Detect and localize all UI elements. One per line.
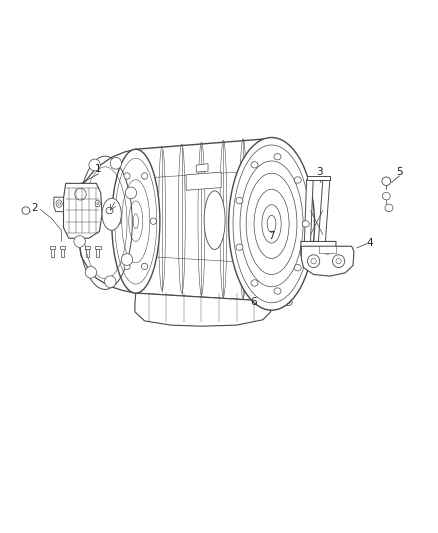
Polygon shape [135, 293, 271, 326]
FancyBboxPatch shape [49, 246, 55, 249]
Ellipse shape [89, 159, 100, 171]
FancyBboxPatch shape [86, 249, 89, 257]
Polygon shape [196, 164, 208, 172]
Ellipse shape [236, 244, 243, 251]
Ellipse shape [141, 263, 148, 270]
Ellipse shape [274, 154, 281, 160]
Ellipse shape [286, 301, 290, 304]
Ellipse shape [106, 207, 113, 214]
Text: 5: 5 [396, 167, 403, 176]
Polygon shape [186, 172, 221, 190]
Ellipse shape [85, 266, 96, 278]
Ellipse shape [105, 276, 116, 287]
Ellipse shape [102, 221, 104, 223]
Ellipse shape [124, 263, 130, 270]
Ellipse shape [251, 161, 258, 168]
Ellipse shape [75, 188, 86, 200]
FancyBboxPatch shape [60, 246, 65, 249]
Ellipse shape [74, 236, 85, 247]
Polygon shape [77, 149, 136, 293]
Polygon shape [304, 180, 313, 241]
Ellipse shape [115, 218, 121, 224]
Ellipse shape [204, 191, 225, 249]
Ellipse shape [324, 247, 331, 254]
Ellipse shape [100, 220, 106, 224]
Polygon shape [319, 246, 336, 253]
Polygon shape [64, 183, 102, 238]
Ellipse shape [56, 200, 62, 207]
FancyBboxPatch shape [96, 249, 99, 257]
Ellipse shape [294, 264, 301, 271]
Ellipse shape [332, 255, 345, 268]
Ellipse shape [274, 288, 281, 294]
Ellipse shape [273, 299, 281, 305]
Ellipse shape [110, 157, 122, 169]
FancyBboxPatch shape [85, 246, 90, 249]
Polygon shape [307, 176, 330, 180]
Ellipse shape [121, 254, 133, 265]
Text: 7: 7 [268, 231, 275, 240]
Polygon shape [301, 246, 354, 276]
Polygon shape [301, 241, 336, 256]
Ellipse shape [302, 221, 309, 227]
Text: 3: 3 [316, 167, 323, 176]
Ellipse shape [382, 192, 390, 200]
Polygon shape [318, 180, 330, 241]
Ellipse shape [150, 218, 156, 224]
Text: 4: 4 [367, 238, 374, 247]
Ellipse shape [112, 149, 160, 293]
Ellipse shape [275, 301, 279, 304]
Text: 1: 1 [95, 165, 102, 174]
Ellipse shape [141, 173, 148, 179]
FancyBboxPatch shape [51, 249, 54, 257]
Ellipse shape [22, 207, 30, 214]
Ellipse shape [102, 198, 121, 230]
FancyBboxPatch shape [61, 249, 64, 257]
Ellipse shape [382, 177, 391, 185]
Text: 6: 6 [251, 297, 258, 307]
Ellipse shape [307, 255, 320, 268]
Text: 2: 2 [31, 203, 38, 213]
Ellipse shape [125, 187, 137, 199]
Ellipse shape [233, 145, 310, 303]
Ellipse shape [284, 299, 292, 305]
Polygon shape [54, 197, 64, 212]
Ellipse shape [385, 204, 393, 212]
Ellipse shape [124, 173, 130, 179]
FancyBboxPatch shape [95, 246, 100, 249]
Ellipse shape [294, 177, 301, 183]
Ellipse shape [95, 200, 100, 207]
Ellipse shape [251, 280, 258, 286]
Ellipse shape [229, 138, 314, 310]
Ellipse shape [236, 197, 243, 204]
